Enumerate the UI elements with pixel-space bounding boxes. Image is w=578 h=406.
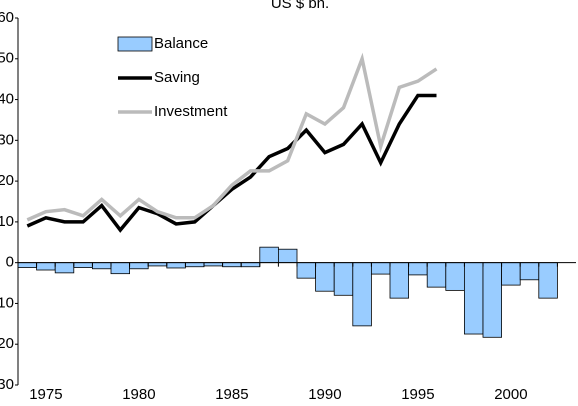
legend-swatch bbox=[117, 36, 153, 52]
y-tick-label: -20 bbox=[0, 335, 14, 352]
y-tick-label: -10 bbox=[0, 294, 14, 311]
bar bbox=[166, 262, 186, 269]
x-tick-label: 1995 bbox=[401, 386, 434, 403]
legend-label: Investment bbox=[154, 103, 228, 120]
bar bbox=[277, 248, 298, 264]
bar bbox=[538, 262, 558, 299]
bar bbox=[408, 262, 428, 276]
bar bbox=[315, 262, 335, 292]
bar bbox=[296, 262, 317, 279]
line bbox=[26, 52, 438, 222]
bar bbox=[240, 262, 261, 268]
legend-label: Saving bbox=[154, 69, 200, 86]
bar bbox=[463, 262, 484, 335]
bar bbox=[129, 262, 149, 270]
y-tick-label: 10 bbox=[0, 213, 14, 230]
bar bbox=[259, 246, 279, 264]
bar bbox=[519, 262, 540, 281]
bar bbox=[501, 262, 521, 286]
bar bbox=[445, 262, 465, 291]
bar bbox=[36, 262, 56, 271]
x-tick-label: 1990 bbox=[308, 386, 341, 403]
x-tick-label: 1980 bbox=[122, 386, 155, 403]
bar bbox=[482, 262, 503, 338]
bar bbox=[73, 262, 93, 268]
bar bbox=[184, 262, 205, 268]
y-tick-label: 60 bbox=[0, 9, 14, 26]
bar bbox=[17, 262, 38, 268]
y-tick-label: -30 bbox=[0, 376, 14, 393]
y-tick-label: 40 bbox=[0, 91, 14, 108]
bar bbox=[54, 262, 75, 274]
bar bbox=[352, 262, 372, 327]
chart-title: US $ bn. bbox=[271, 0, 329, 12]
line bbox=[26, 93, 437, 233]
bar bbox=[92, 262, 112, 270]
bar bbox=[222, 262, 242, 268]
x-tick-label: 2000 bbox=[494, 386, 527, 403]
y-tick-label: 30 bbox=[0, 131, 14, 148]
x-tick-label: 1975 bbox=[29, 386, 62, 403]
y-tick-label: 0 bbox=[6, 254, 14, 271]
bar bbox=[389, 262, 410, 299]
bar bbox=[370, 262, 391, 275]
y-tick-label: 20 bbox=[0, 172, 14, 189]
x-tick-label: 1985 bbox=[215, 386, 248, 403]
bar bbox=[333, 262, 354, 296]
bar bbox=[426, 262, 447, 288]
y-tick-label: 50 bbox=[0, 50, 14, 67]
legend-label: Balance bbox=[154, 35, 208, 52]
bar bbox=[110, 262, 131, 275]
